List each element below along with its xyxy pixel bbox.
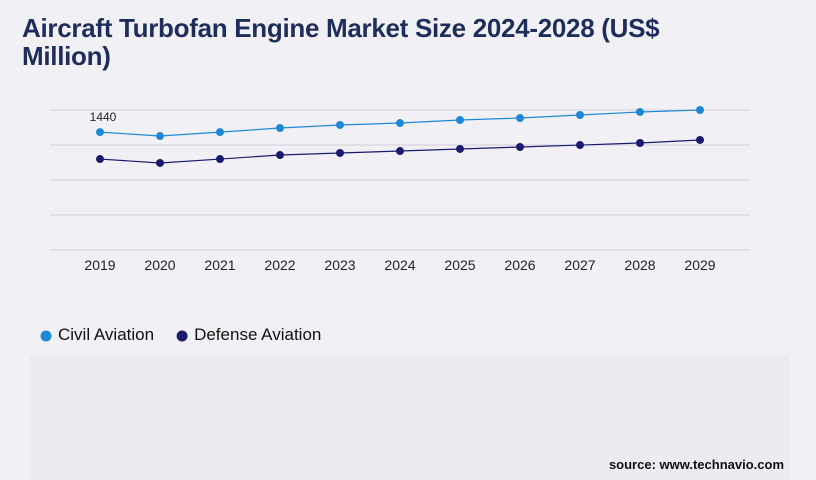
point <box>636 107 644 116</box>
point <box>696 106 704 114</box>
point <box>696 135 704 144</box>
point <box>216 155 224 164</box>
x-tick-label: 2027 <box>564 257 595 273</box>
point <box>276 151 284 160</box>
point <box>516 114 524 123</box>
point <box>456 115 464 124</box>
x-tick-label: 2026 <box>504 257 535 273</box>
data-label: 1440 <box>90 110 117 124</box>
point <box>156 158 164 167</box>
x-tick-label: 2020 <box>144 257 175 273</box>
source: source: www.technavio.com <box>608 457 784 472</box>
point <box>336 148 344 157</box>
x-tick-label: 2019 <box>84 257 115 273</box>
point <box>456 144 464 153</box>
point <box>276 124 284 133</box>
x-tick-label: 2023 <box>324 257 355 273</box>
point <box>396 119 404 128</box>
point <box>636 138 644 147</box>
x-tick-label: 2028 <box>624 257 655 273</box>
x-tick-label: 2024 <box>384 257 415 273</box>
x-tick-label: 2029 <box>684 257 715 273</box>
x-tick-label: 2021 <box>204 257 235 273</box>
point <box>336 120 344 129</box>
point <box>396 147 404 156</box>
x-tick-label: 2022 <box>264 257 295 273</box>
x-tick-label: 2025 <box>444 257 475 273</box>
grid <box>50 109 750 251</box>
chart-title: Aircraft Turbofan Engine Market Size 202… <box>22 13 660 71</box>
legend-marker <box>176 330 188 342</box>
point <box>516 143 524 152</box>
point <box>576 141 584 150</box>
point <box>576 110 584 119</box>
legend-marker <box>40 330 52 342</box>
legend-label: Civil Aviation <box>58 325 154 344</box>
panel <box>30 355 790 480</box>
point <box>96 128 104 137</box>
point <box>156 132 164 141</box>
point <box>216 128 224 137</box>
point <box>96 155 104 164</box>
legend-label: Defense Aviation <box>194 325 321 344</box>
